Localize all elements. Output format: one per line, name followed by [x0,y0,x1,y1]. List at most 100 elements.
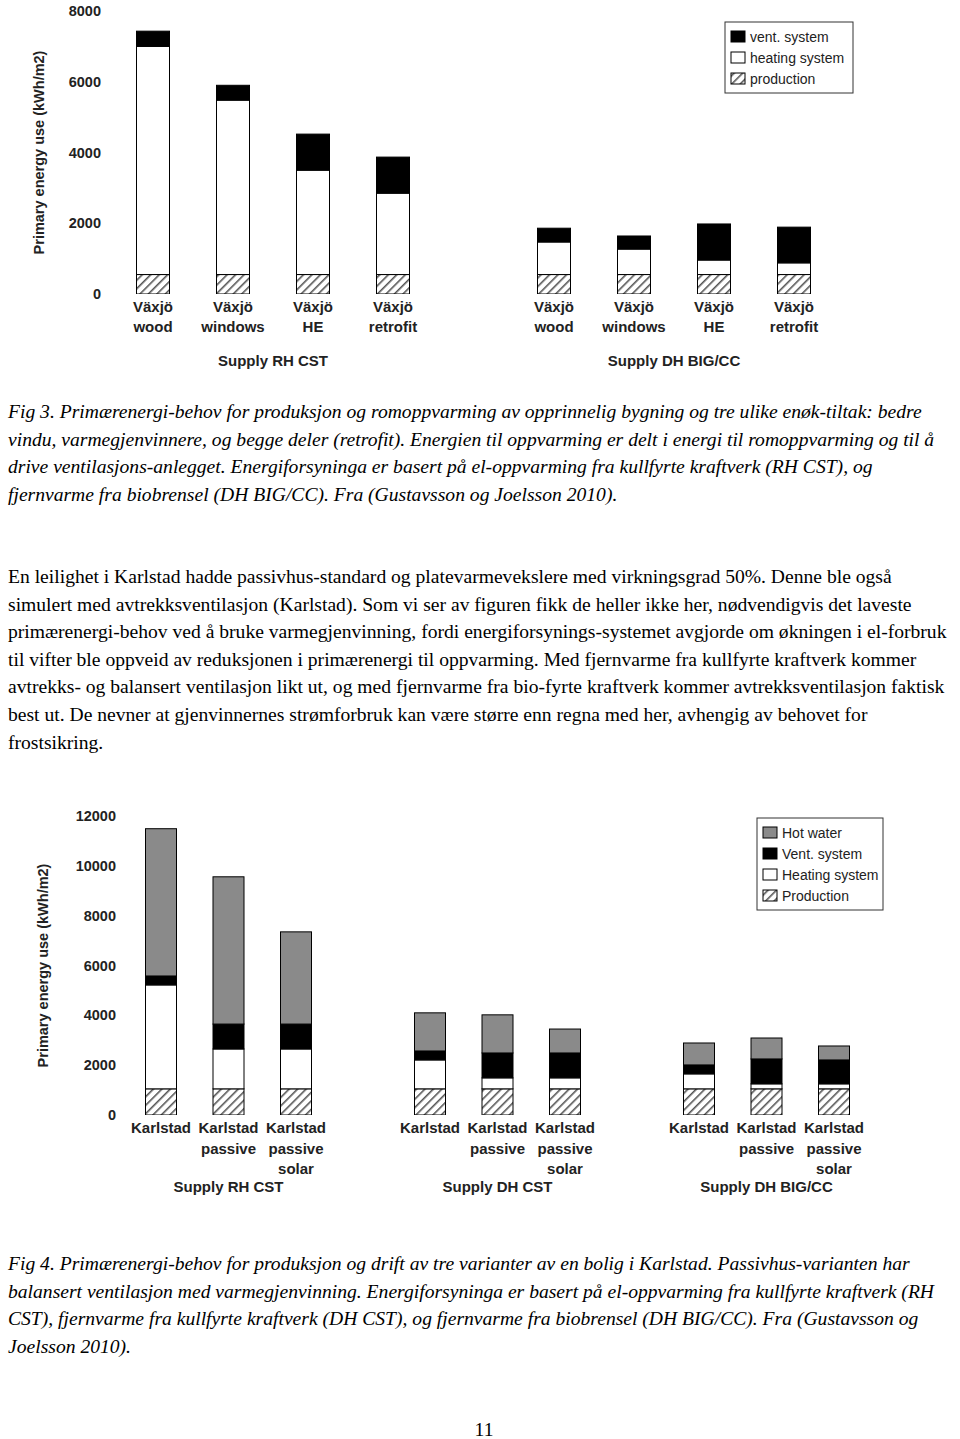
bar-segment [684,1074,715,1089]
bar-segment [137,275,170,294]
category-label: Karlstadpassive [467,1119,527,1157]
y-tick [104,152,108,153]
bar-segment [146,985,177,1089]
bar-segment [213,1049,244,1089]
bar-segment [482,1015,513,1053]
y-tick [119,1115,123,1116]
bar-segment [698,260,731,275]
bar-segment [415,1013,446,1051]
legend: Hot waterVent. systemHeating systemProdu… [757,818,883,910]
y-tick [104,223,108,224]
bars [146,829,850,1115]
bar-segment [684,1089,715,1115]
bar-segment [146,976,177,985]
y-tick-label: 4000 [84,1007,116,1023]
category-label: VäxjöHE [694,298,734,335]
figure-caption: Fig 3. Primærenergi-behov for produksjon… [8,398,956,508]
bar-segment [778,263,811,275]
category-label: Växjöwood [132,298,173,335]
bar-segment [281,932,312,1024]
body-paragraph: En leilighet i Karlstad hadde passivhus-… [8,563,956,756]
legend-swatch [763,848,777,859]
bar-segment [550,1089,581,1115]
bar-segment [550,1078,581,1089]
y-tick-label: 2000 [84,1057,116,1073]
bar-segment [538,242,571,275]
y-tick [119,865,123,866]
bar-segment [538,275,571,294]
bar-segment [377,157,410,193]
legend-label: vent. system [750,29,829,45]
bar-segment [213,1089,244,1115]
legend-label: Production [782,888,849,904]
group-label: Supply RH CST [218,352,328,369]
bar-segment [415,1051,446,1060]
group-label: Supply DH BIG/CC [608,352,741,369]
y-tick-label: 6000 [69,74,101,90]
bar-segment [297,170,330,274]
bar-segment [819,1046,850,1060]
bar-segment [377,275,410,294]
bars [137,31,811,294]
bar-segment [618,249,651,274]
bar-segment [217,100,250,274]
legend-swatch [763,869,777,880]
page-number: 11 [0,1416,960,1439]
legend-swatch [763,890,777,901]
legend-swatch [731,31,745,42]
legend-swatch [763,827,777,838]
group-label: Supply RH CST [173,1178,283,1195]
y-tick-label: 2000 [69,215,101,231]
legend-swatch [731,73,745,84]
bar-segment [819,1089,850,1115]
bar-segment [146,829,177,976]
legend-label: Heating system [782,867,878,883]
y-tick-label: 6000 [84,958,116,974]
category-label: Växjöwood [533,298,574,335]
bar-segment [217,85,250,100]
y-tick-label: 12000 [76,808,116,824]
bar-segment [698,275,731,294]
bar-segment [281,1049,312,1089]
bar-segment [297,134,330,170]
legend-label: Vent. system [782,846,862,862]
group-label: Supply DH CST [442,1178,552,1195]
bar-segment [482,1089,513,1115]
bar-segment [415,1089,446,1115]
bar-segment [415,1060,446,1089]
y-tick-label: 0 [93,286,101,302]
category-label: Karlstadpassivesolar [804,1119,864,1177]
y-tick [104,294,108,295]
y-tick-label: 8000 [84,908,116,924]
bar-segment [819,1060,850,1084]
y-tick-label: 10000 [76,858,116,874]
y-tick-label: 4000 [69,145,101,161]
bar-segment [618,275,651,294]
group-label: Supply DH BIG/CC [700,1178,833,1195]
bar-segment [482,1078,513,1089]
y-axis-label: Primary energy use (kWh/m2) [31,50,47,254]
bar-segment [482,1053,513,1078]
bar-segment [538,228,571,242]
category-label: Karlstad [131,1119,191,1136]
legend: vent. system heating system production [725,22,853,93]
bar-segment [377,193,410,274]
legend-label: heating system [750,50,844,66]
bar-segment [213,877,244,1024]
bar-segment [684,1043,715,1065]
bar-segment [137,46,170,274]
bar-segment [751,1084,782,1089]
category-label: Karlstad [669,1119,729,1136]
legend-label: production [750,71,815,87]
category-label: Karlstadpassivesolar [266,1119,326,1177]
bar-segment [213,1024,244,1049]
y-tick [119,1015,123,1016]
bar-segment [137,31,170,46]
bar-segment [819,1084,850,1089]
bar-segment [698,224,731,260]
figure-caption: Fig 4. Primærenergi-behov for produksjon… [8,1250,956,1360]
y-tick [119,915,123,916]
y-tick [119,1065,123,1066]
category-label: Karlstad [400,1119,460,1136]
y-axis-label: Primary energy use (kWh/m2) [35,863,51,1067]
